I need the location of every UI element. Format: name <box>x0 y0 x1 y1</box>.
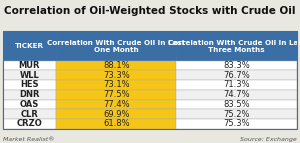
Bar <box>56 119 176 129</box>
Text: OAS: OAS <box>20 100 39 109</box>
Bar <box>3 31 56 61</box>
Text: 83.5%: 83.5% <box>224 100 250 109</box>
Bar <box>56 61 176 70</box>
Bar <box>176 31 297 61</box>
Text: 76.7%: 76.7% <box>224 71 250 80</box>
Bar <box>176 109 297 119</box>
Text: 83.3%: 83.3% <box>224 61 250 70</box>
Bar <box>3 100 56 109</box>
Text: 73.3%: 73.3% <box>103 71 130 80</box>
Bar <box>176 100 297 109</box>
Bar <box>56 80 176 90</box>
Text: 75.2%: 75.2% <box>224 110 250 119</box>
Text: CRZO: CRZO <box>16 119 42 128</box>
Bar <box>3 70 56 80</box>
Text: MUR: MUR <box>19 61 40 70</box>
Bar <box>56 90 176 100</box>
Text: 71.3%: 71.3% <box>224 81 250 89</box>
Bar <box>3 90 56 100</box>
Bar <box>176 61 297 70</box>
Text: 61.8%: 61.8% <box>103 119 130 128</box>
Bar <box>56 70 176 80</box>
Text: 77.5%: 77.5% <box>103 90 130 99</box>
Text: WLL: WLL <box>20 71 39 80</box>
Bar <box>3 31 297 129</box>
Bar <box>56 100 176 109</box>
Text: Correlation With Crude Oil In Last
Three Months: Correlation With Crude Oil In Last Three… <box>168 40 300 52</box>
Bar <box>56 31 176 61</box>
Text: Correlation With Crude Oil In Last
One Month: Correlation With Crude Oil In Last One M… <box>47 40 185 52</box>
Text: Source: Exchange: Source: Exchange <box>240 137 297 142</box>
Text: 73.1%: 73.1% <box>103 81 130 89</box>
Text: DNR: DNR <box>19 90 40 99</box>
Text: Correlation of Oil-Weighted Stocks with Crude Oil: Correlation of Oil-Weighted Stocks with … <box>4 6 296 16</box>
Bar <box>3 61 56 70</box>
Bar <box>56 109 176 119</box>
Text: 88.1%: 88.1% <box>103 61 130 70</box>
Bar <box>3 119 56 129</box>
Text: 75.3%: 75.3% <box>224 119 250 128</box>
Text: TICKER: TICKER <box>15 43 44 49</box>
Bar <box>176 90 297 100</box>
Text: 74.7%: 74.7% <box>224 90 250 99</box>
Bar <box>176 80 297 90</box>
Text: 69.9%: 69.9% <box>103 110 129 119</box>
Text: 77.4%: 77.4% <box>103 100 130 109</box>
Text: HES: HES <box>20 81 39 89</box>
Text: Market Realist®: Market Realist® <box>3 137 55 142</box>
Text: CLR: CLR <box>20 110 38 119</box>
Bar <box>176 119 297 129</box>
Bar <box>3 109 56 119</box>
Bar <box>176 70 297 80</box>
Bar <box>3 80 56 90</box>
